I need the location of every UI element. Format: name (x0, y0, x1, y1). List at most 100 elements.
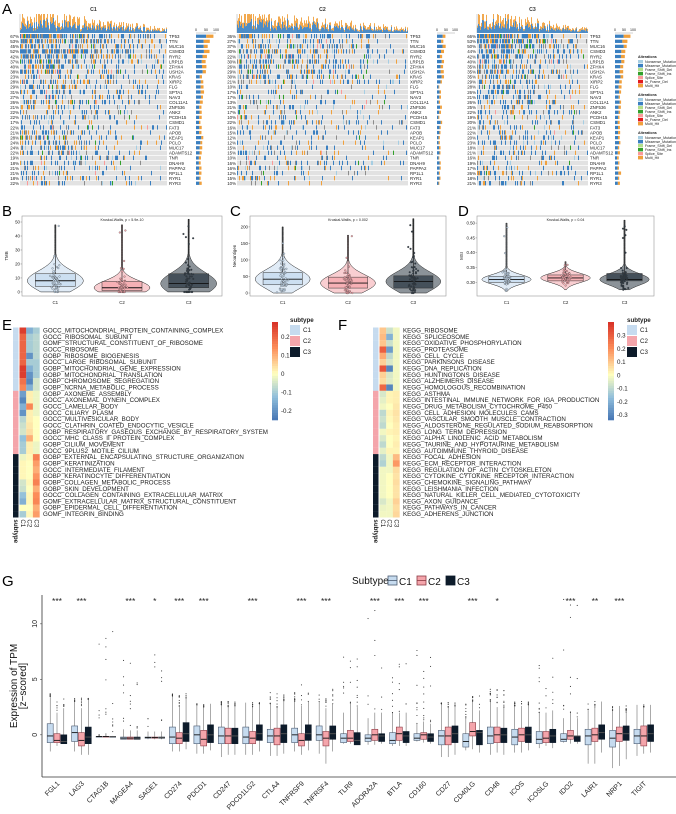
oncoprint-cell (543, 34, 544, 39)
tmb-bar-segment (320, 28, 321, 31)
oncoprint-cell (484, 181, 485, 186)
oncoprint-row-background (237, 84, 408, 90)
oncoprint-cell (386, 155, 387, 161)
oncoprint-cell (479, 79, 480, 84)
oncoprint-cell (58, 74, 59, 79)
oncoprint-cell (271, 125, 272, 130)
oncoprint-cell (559, 120, 560, 125)
oncoprint-cell (507, 49, 508, 54)
oncoprint-cell (95, 170, 96, 176)
oncoprint-cell (517, 49, 518, 54)
oncoprint-cell (270, 59, 271, 64)
tmb-bar-segment (246, 25, 247, 33)
oncoprint-cell (30, 69, 31, 74)
side-bar-segment (199, 151, 202, 155)
oncoprint-cell (247, 49, 248, 54)
oncoprint-cell (366, 34, 367, 39)
tmb-bar-segment (161, 31, 162, 32)
oncoprint-cell (298, 54, 299, 59)
tmb-bar-segment (31, 18, 32, 27)
oncoprint-cell (99, 155, 100, 161)
oncoprint-cell (32, 175, 33, 181)
oncoprint-cell (321, 64, 322, 69)
x-tick-label: C3 (186, 300, 192, 305)
gene-label: PCLO (590, 140, 603, 145)
side-bar-segment (620, 75, 624, 79)
oncoprint-cell (56, 99, 57, 105)
tmb-bar-segment (514, 19, 515, 27)
gene-label: USH2A (590, 69, 605, 74)
oncoprint-cell (535, 150, 536, 155)
oncoprint-cell (35, 140, 36, 145)
tmb-bar-segment (43, 20, 44, 33)
oncoprint-cell (61, 104, 62, 110)
side-bar-segment (199, 166, 202, 170)
tmb-bar-segment (362, 31, 363, 33)
oncoprint-cell (84, 110, 85, 115)
oncoprint-cell (244, 175, 245, 181)
oncoprint-cell (48, 94, 49, 100)
oncoprint-cell (254, 150, 255, 155)
oncoprint-cell (500, 130, 501, 135)
oncoprint-cell (326, 145, 327, 150)
tmb-bar-segment (519, 16, 520, 23)
oncoprint-cell (122, 49, 123, 54)
side-bar-segment (200, 80, 204, 84)
oncoprint-cell (545, 59, 546, 64)
oncoprint-cell (68, 39, 69, 44)
oncoprint-cell (284, 110, 285, 115)
oncoprint-cell (37, 115, 38, 120)
tmb-bar-segment (530, 24, 531, 30)
oncoprint-cell (241, 34, 242, 39)
oncoprint-cell (361, 125, 362, 130)
oncoprint-cell (497, 49, 498, 54)
oncoprint-cell (523, 145, 524, 150)
oncoprint-cell (543, 155, 544, 161)
oncoprint-cell (152, 39, 153, 44)
oncoprint-cell (554, 155, 555, 161)
tmb-bar-segment (502, 19, 503, 27)
tmb-bar-segment (90, 23, 91, 28)
tmb-bar-segment (345, 27, 346, 33)
oncoprint-cell (25, 49, 26, 54)
oncoprint-cell (26, 59, 27, 64)
oncoprint-cell (495, 39, 496, 44)
oncoprint-cell (246, 115, 247, 120)
oncoprint-cell (48, 135, 49, 140)
oncoprint-cell (109, 99, 110, 105)
tmb-bar-segment (70, 15, 71, 26)
oncoprint-cell (156, 140, 157, 145)
oncoprint-cell (503, 181, 504, 186)
oncoprint-cell (104, 34, 105, 39)
y-tick-label: 40 (15, 234, 20, 239)
tmb-bar-segment (23, 17, 24, 25)
mutation-percent: 29% (227, 69, 236, 74)
oncoprint-cell (492, 99, 493, 105)
oncoprint-cell (49, 99, 50, 105)
oncoprint-cell (30, 59, 31, 64)
oncoprint-cell (302, 165, 303, 171)
oncoprint-cell (277, 49, 278, 54)
oncoprint-cell (85, 155, 86, 161)
oncoprint-cell (521, 74, 522, 79)
oncoprint-cell (241, 79, 242, 84)
oncoprint-cell (118, 94, 119, 100)
side-bar-segment (438, 181, 440, 185)
oncoprint-cell (138, 59, 139, 64)
side-bar-segment (196, 39, 204, 43)
tmb-bar-segment (51, 17, 52, 24)
oncoprint-cell (515, 44, 516, 49)
oncoprint-cell (30, 49, 31, 54)
y-tick-label: 0 (246, 291, 249, 296)
oncoprint-cell (312, 54, 313, 59)
oncoprint-cell (519, 99, 520, 105)
oncoprint-cell (370, 54, 371, 59)
oncoprint-cell (308, 140, 309, 145)
oncoprint-cell (33, 89, 34, 95)
oncoprint-cell (305, 34, 306, 39)
oncoprint-cell (264, 79, 265, 84)
oncoprint-cell (519, 135, 520, 140)
oncoprint-cell (54, 34, 55, 39)
tmb-bar-segment (140, 27, 141, 33)
oncoprint-cell (265, 165, 266, 171)
